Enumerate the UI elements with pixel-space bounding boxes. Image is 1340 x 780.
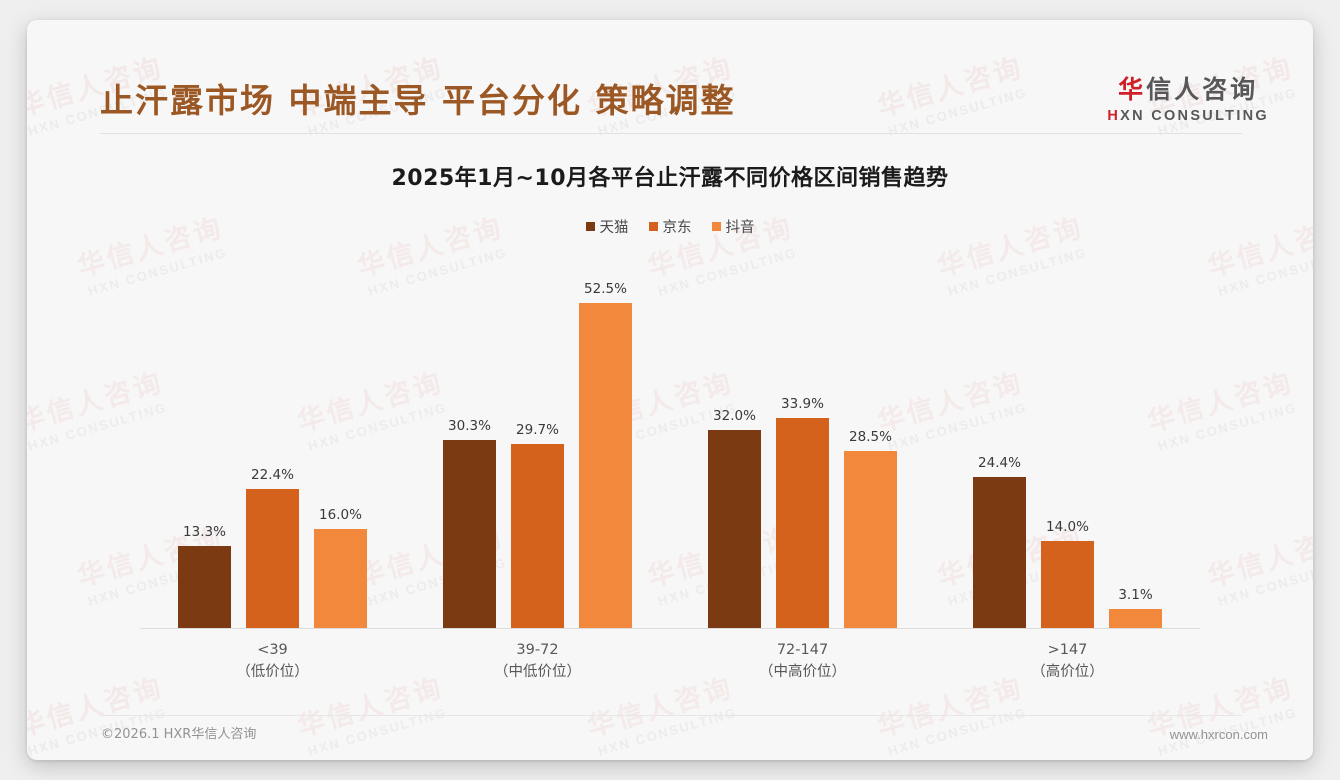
- bar-抖音-<39[interactable]: [314, 528, 367, 628]
- bar-item[interactable]: 13.3%: [178, 249, 231, 628]
- bar-item[interactable]: 28.5%: [844, 249, 897, 628]
- company-logo: 华信人咨询 HXN CONSULTING: [1107, 70, 1269, 124]
- slide-header: 止汗露市场 中端主导 平台分化 策略调整 华信人咨询 HXN CONSULTIN…: [27, 20, 1313, 124]
- x-axis-labels: <39 （低价位） 39-72 （中低价位） 72-147 （中高价位） >147 （高价位）: [140, 639, 1200, 684]
- bar-value-label: 22.4%: [251, 467, 294, 484]
- x-axis-label-tier: （中高价位）: [759, 664, 846, 681]
- bar-天猫->147[interactable]: [973, 476, 1026, 628]
- footer-divider: [100, 715, 1242, 716]
- bar-group-<39: 13.3% 22.4% 16.0%: [178, 249, 367, 628]
- x-axis-label-39-72: 39-72 （中低价位）: [443, 639, 632, 684]
- x-axis-label-range: >147: [1047, 642, 1088, 658]
- bar-value-label: 33.9%: [781, 395, 824, 412]
- legend-swatch-icon: [585, 222, 595, 231]
- x-axis-label-range: 39-72: [516, 642, 559, 658]
- legend-item-抖音[interactable]: 抖音: [711, 216, 755, 237]
- x-axis-label-range: <39: [257, 642, 288, 658]
- bar-value-label: 29.7%: [516, 421, 559, 438]
- bar-item[interactable]: 32.0%: [708, 249, 761, 628]
- logo-english-rest: XN CONSULTING: [1120, 108, 1269, 124]
- bar-value-label: 32.0%: [713, 407, 756, 424]
- bar-item[interactable]: 33.9%: [776, 249, 829, 628]
- legend-item-京东[interactable]: 京东: [648, 216, 692, 237]
- bar-抖音->147[interactable]: [1109, 608, 1162, 628]
- bar-value-label: 28.5%: [849, 429, 892, 446]
- bar-京东-39-72[interactable]: [511, 443, 564, 628]
- footer-copyright: ©2026.1 HXR华信人咨询: [101, 727, 257, 742]
- bar-京东-72-147[interactable]: [776, 417, 829, 628]
- bar-item[interactable]: 14.0%: [1041, 249, 1094, 628]
- bar-value-label: 52.5%: [584, 280, 627, 297]
- bar-value-label: 14.0%: [1046, 519, 1089, 536]
- bar-item[interactable]: 22.4%: [246, 249, 299, 628]
- x-axis-label-tier: （高价位）: [1031, 664, 1104, 681]
- bar-value-label: 3.1%: [1118, 586, 1153, 603]
- x-axis-label-72-147: 72-147 （中高价位）: [708, 639, 897, 684]
- x-axis-label-tier: （中低价位）: [494, 664, 581, 681]
- x-axis-label-tier: （低价位）: [236, 664, 309, 681]
- bar-天猫-39-72[interactable]: [443, 440, 496, 628]
- bar-天猫-<39[interactable]: [178, 545, 231, 628]
- chart-title: 2025年1月~10月各平台止汗露不同价格区间销售趋势: [391, 166, 949, 191]
- legend-swatch-icon: [711, 222, 721, 231]
- logo-chinese-first-char: 华: [1118, 75, 1147, 104]
- legend-label: 京东: [662, 220, 692, 236]
- legend-label: 抖音: [725, 220, 755, 236]
- bar-京东-<39[interactable]: [246, 489, 299, 628]
- legend-swatch-icon: [648, 222, 658, 231]
- bar-item[interactable]: 3.1%: [1109, 249, 1162, 628]
- x-axis-label-<39: <39 （低价位）: [178, 639, 367, 684]
- bar-item[interactable]: 52.5%: [579, 249, 632, 628]
- chart-legend: 天猫 京东 抖音: [27, 216, 1313, 237]
- bar-天猫-72-147[interactable]: [708, 429, 761, 628]
- bar-value-label: 24.4%: [978, 454, 1021, 471]
- logo-english-first-char: H: [1107, 108, 1121, 124]
- chart-container: 2025年1月~10月各平台止汗露不同价格区间销售趋势 天猫 京东 抖音 13.3%…: [27, 138, 1313, 698]
- bar-item[interactable]: 16.0%: [314, 249, 367, 628]
- x-axis-baseline: [140, 628, 1200, 629]
- logo-chinese: 华信人咨询: [1107, 70, 1269, 106]
- logo-chinese-rest: 信人咨询: [1146, 75, 1259, 104]
- bar-item[interactable]: 30.3%: [443, 249, 496, 628]
- bar-item[interactable]: 24.4%: [973, 249, 1026, 628]
- bar-抖音-72-147[interactable]: [844, 451, 897, 628]
- slide-page: 华信人咨询 HXN CONSULTING 华信人咨询 HXN CONSULTING 华信…: [27, 20, 1313, 760]
- bar-group->147: 24.4% 14.0% 3.1%: [973, 249, 1162, 628]
- page-title: 止汗露市场 中端主导 平台分化 策略调整: [100, 81, 736, 120]
- bar-京东->147[interactable]: [1041, 541, 1094, 628]
- bar-group-72-147: 32.0% 33.9% 28.5%: [708, 249, 897, 628]
- bar-groups: 13.3% 22.4% 16.0% 30.3% 29.7% 52.5% 32.0% 33.9%…: [140, 249, 1200, 628]
- bar-value-label: 13.3%: [183, 523, 226, 540]
- legend-label: 天猫: [599, 220, 629, 236]
- footer-website[interactable]: www.hxrcon.com: [1169, 727, 1268, 742]
- header-divider: [100, 133, 1242, 134]
- chart-plot-area: 13.3% 22.4% 16.0% 30.3% 29.7% 52.5% 32.0% 33.9%…: [140, 249, 1200, 629]
- bar-item[interactable]: 29.7%: [511, 249, 564, 628]
- bar-group-39-72: 30.3% 29.7% 52.5%: [443, 249, 632, 628]
- x-axis-label->147: >147 （高价位）: [973, 639, 1162, 684]
- bar-value-label: 30.3%: [448, 418, 491, 435]
- bar-value-label: 16.0%: [319, 506, 362, 523]
- x-axis-label-range: 72-147: [776, 642, 829, 658]
- logo-english: HXN CONSULTING: [1107, 108, 1269, 124]
- legend-item-天猫[interactable]: 天猫: [585, 216, 629, 237]
- bar-抖音-39-72[interactable]: [579, 302, 632, 628]
